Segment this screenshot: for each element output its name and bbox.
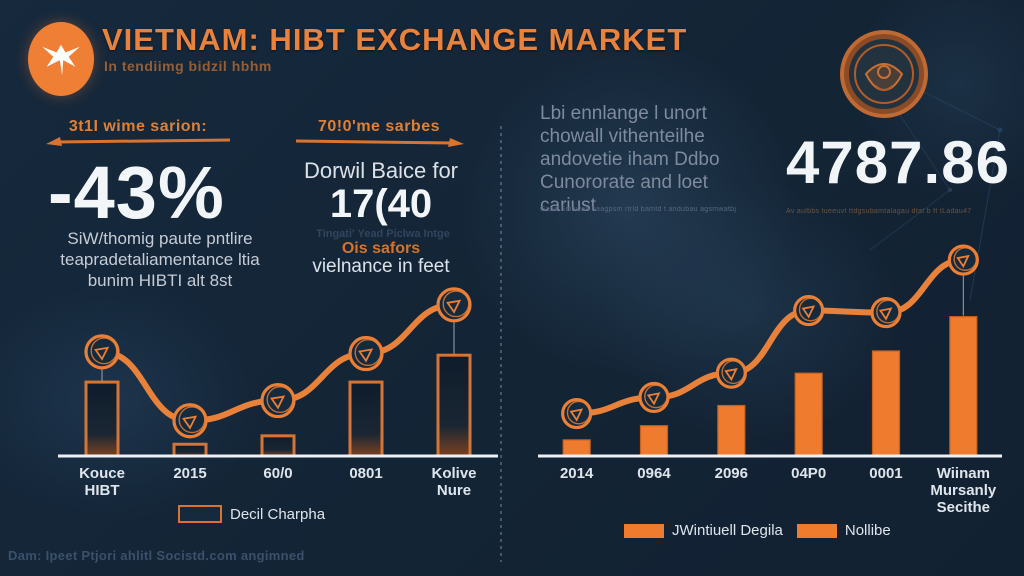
right-paragraph: Lbi ennlange l unort chowall vithenteilh… [540, 102, 770, 217]
underline-arrow-right [294, 136, 466, 148]
coin-medallion-icon [838, 28, 930, 120]
right-paragraph-line: andovetie iham Ddbo [540, 149, 720, 170]
right-paragraph-line: cariust [540, 195, 596, 216]
stat-left-desc-line: bunim HIBTI alt 8st [87, 271, 233, 290]
legend-item: Decil Charpha [178, 505, 325, 523]
x-axis-label: 2015 [173, 465, 207, 482]
footer-note: Dam: Ipeet Ptjori ahlitl Socistd.com ang… [8, 548, 305, 563]
coin-node-icon [638, 381, 670, 414]
bar [348, 380, 384, 458]
right-paragraph-line: chowall vithenteilhe [540, 126, 705, 147]
stat-middle-line2: vielnance in feet [312, 256, 450, 277]
legend-swatch-outline [178, 505, 222, 523]
bar [717, 404, 746, 457]
bar [84, 380, 120, 458]
bar [794, 372, 823, 457]
brand-logo [28, 22, 94, 96]
legend-item: Nollibe [796, 522, 891, 539]
x-axis-label: Kouce HIBT [79, 465, 125, 499]
x-axis-label: 2014 [559, 465, 594, 482]
x-axis-label: 60/0 [263, 465, 293, 482]
page-title: VIETNAM: HIBT EXCHANGE MARKET [102, 22, 688, 57]
bar [871, 350, 901, 457]
bar [172, 442, 208, 458]
right-chart-svg [538, 244, 1002, 458]
big-number-caption: Av aulbbs tueeuvt ttdgsubamtalagau dtat … [786, 208, 972, 215]
bar [639, 425, 669, 457]
x-axis-label: Kolive Nure [431, 465, 477, 499]
right-chart-legend: JWintiuell Degila Nollibe [624, 522, 1002, 539]
legend-item: JWintiuell Degila [624, 522, 783, 539]
page-subtitle: In tendiimg bidzil hbhm [104, 58, 272, 74]
legend-label: Nollibe [844, 522, 891, 539]
left-chart-svg [58, 287, 498, 458]
right-chart-plot [538, 238, 1002, 459]
left-chart-plot [58, 272, 498, 459]
right-paragraph-caption: Gaad Smawaa baagpsm rtrld bamtd t anduba… [540, 206, 737, 213]
x-axis-label: 0964 [637, 465, 671, 482]
left-bar-line-chart: Kouce HIBT 2015 60/0 0801 Kolive Nure Decil … [58, 272, 498, 523]
x-axis-label: 0001 [869, 465, 903, 482]
stat-left-desc-line: teapradetaliamentance ltia [60, 250, 260, 269]
x-axis-label: 2096 [714, 465, 748, 482]
coin-node-icon [715, 357, 747, 389]
coin-node-icon [260, 382, 296, 419]
stat-left-heading: 3t1I wime sarion: [68, 118, 208, 135]
bar [562, 439, 591, 457]
eagle-icon [42, 44, 80, 76]
stat-middle-small-line: Tingati' Yead Piclwa Intge [316, 228, 450, 240]
coin-node-icon [870, 296, 902, 329]
stat-middle-heading: 70!0'me sarbes [318, 118, 440, 135]
coin-node-icon [348, 335, 384, 372]
bar [436, 353, 472, 458]
left-chart-x-axis: Kouce HIBT 2015 60/0 0801 Kolive Nure [58, 465, 498, 499]
right-paragraph-line: Lbi ennlange l unort [540, 103, 707, 124]
coin-node-icon [561, 397, 593, 430]
stat-left-desc-line: SiW/thomig paute pntlire [67, 229, 253, 248]
underline-arrow-left [44, 136, 234, 148]
legend-label: JWintiuell Degila [672, 522, 783, 539]
x-axis-label: 04P0 [791, 465, 827, 482]
legend-swatch-solid [624, 523, 664, 538]
coin-node-icon [172, 403, 208, 439]
bar [949, 316, 978, 457]
left-chart-legend: Decil Charpha [178, 505, 498, 523]
right-paragraph-line: Cunororate and loet [540, 172, 708, 193]
stat-middle-value: 17(40 [329, 182, 433, 226]
stat-middle-accent-line: Ois safors [341, 240, 421, 257]
coin-node-icon [84, 334, 120, 370]
legend-label: Decil Charpha [230, 505, 326, 523]
stat-left-description: SiW/thomig paute pntlire teapradetaliame… [40, 228, 280, 291]
vertical-divider [500, 126, 502, 562]
bar [260, 434, 296, 458]
legend-swatch-solid [796, 523, 837, 538]
coin-node-icon [947, 244, 979, 276]
coin-node-icon [436, 287, 472, 323]
stat-middle-line1: Dorwil Baice for [303, 158, 459, 183]
x-axis-label: Wiinam Mursanly Secithe [930, 465, 997, 516]
stat-left-value: -43% [48, 151, 225, 234]
right-bar-line-chart: 2014 0964 2096 04P0 0001 Wiinam Mursanly Seci… [538, 238, 1002, 539]
big-number: 4787.86 [786, 129, 1010, 196]
coin-node-icon [793, 294, 825, 327]
right-chart-x-axis: 2014 0964 2096 04P0 0001 Wiinam Mursanly Seci… [538, 465, 1002, 516]
x-axis-label: 0801 [349, 465, 383, 482]
